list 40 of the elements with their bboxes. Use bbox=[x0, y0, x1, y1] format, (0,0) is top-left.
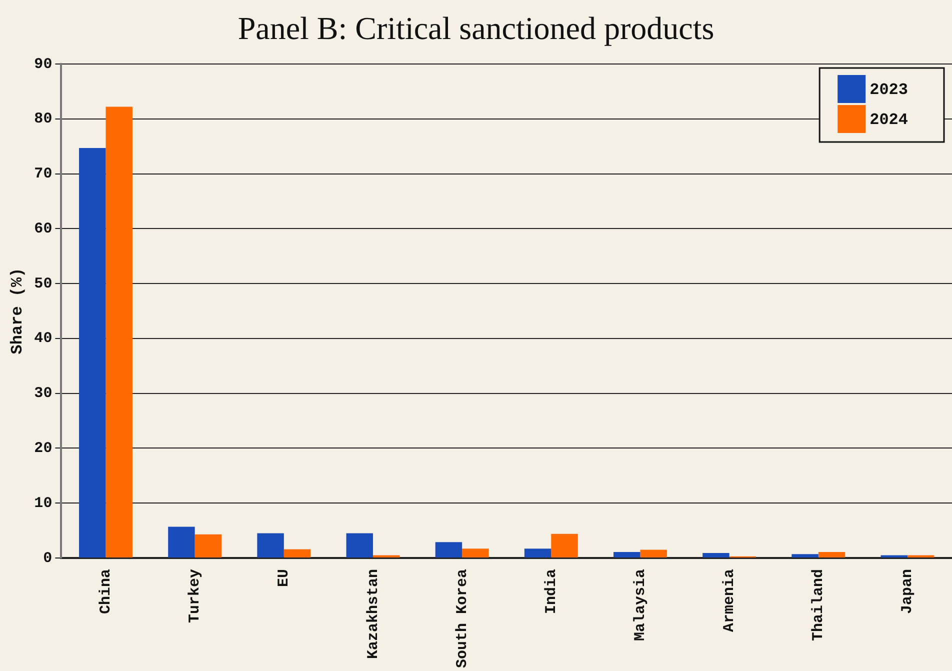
bar bbox=[346, 533, 373, 558]
x-tick-label: Thailand bbox=[810, 568, 828, 641]
bar bbox=[818, 552, 846, 558]
y-tick-label: 80 bbox=[34, 110, 52, 128]
x-tick-label: South Korea bbox=[454, 568, 471, 668]
bar bbox=[79, 148, 106, 558]
x-tick-label: China bbox=[98, 568, 115, 614]
chart-title: Panel B: Critical sanctioned products bbox=[236, 9, 716, 48]
bar bbox=[257, 533, 284, 558]
x-tick-label: Turkey bbox=[186, 568, 204, 623]
y-tick-label: 10 bbox=[34, 494, 52, 512]
bar bbox=[284, 549, 311, 558]
x-tick-label: Armenia bbox=[721, 568, 738, 632]
x-tick-label: EU bbox=[276, 568, 293, 587]
y-tick-label: 20 bbox=[34, 440, 52, 457]
y-tick-label: 30 bbox=[34, 385, 52, 402]
bar bbox=[524, 548, 552, 558]
x-tick-label: Malaysia bbox=[632, 568, 649, 641]
legend-label: 2024 bbox=[870, 111, 908, 130]
y-tick-label: 70 bbox=[34, 166, 52, 183]
bar bbox=[551, 534, 578, 558]
y-tick-label: 60 bbox=[34, 220, 52, 238]
x-tick-label: Japan bbox=[899, 568, 916, 614]
bar bbox=[792, 554, 818, 558]
x-tick-label: Kazakhstan bbox=[364, 568, 382, 659]
bar bbox=[702, 553, 730, 558]
bar bbox=[435, 542, 462, 558]
y-axis-title: Share (%) bbox=[8, 268, 27, 354]
bar bbox=[640, 550, 667, 558]
bar bbox=[462, 548, 489, 558]
y-tick-label: 50 bbox=[34, 275, 52, 292]
y-tick-label: 0 bbox=[43, 550, 52, 567]
legend-label: 2023 bbox=[870, 81, 908, 100]
y-tick-label: 90 bbox=[34, 56, 52, 73]
y-tick-label: 40 bbox=[34, 330, 52, 348]
x-tick-label: India bbox=[542, 568, 560, 614]
bar bbox=[168, 526, 195, 558]
bar bbox=[613, 552, 640, 558]
bar bbox=[106, 106, 132, 558]
bar bbox=[194, 534, 222, 558]
